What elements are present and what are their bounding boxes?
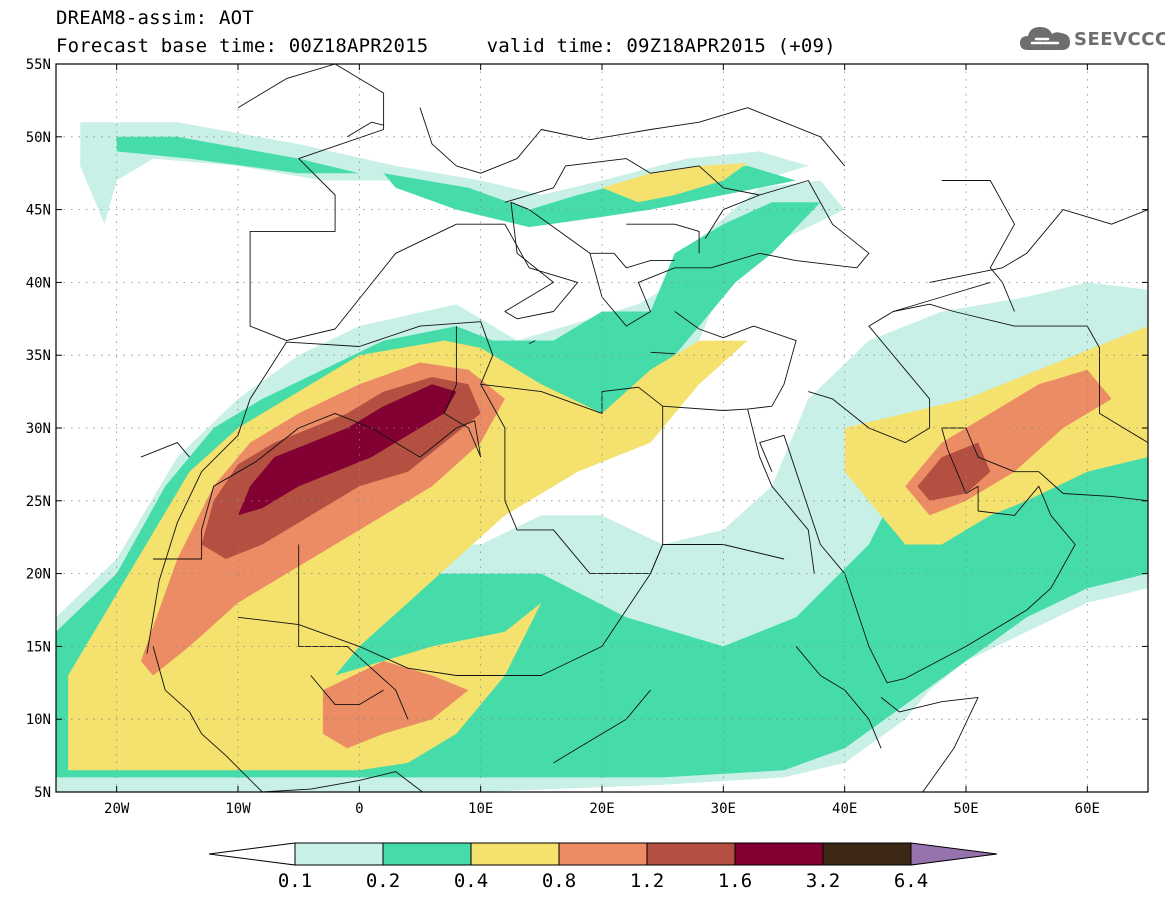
boundary-line bbox=[310, 675, 384, 706]
boundary-line bbox=[759, 427, 1148, 684]
logo-text: SEEVCCC bbox=[1074, 29, 1165, 50]
colorbar-label: 0.1 bbox=[278, 870, 312, 892]
base-time-label: Forecast base time: 00Z18APR2015 bbox=[56, 35, 429, 57]
aot-1.6-region bbox=[238, 384, 457, 516]
colorbar-bin bbox=[822, 842, 912, 866]
cloud-icon bbox=[1020, 27, 1070, 50]
boundary-line bbox=[419, 107, 846, 174]
boundary-line bbox=[795, 646, 882, 749]
map-frame bbox=[55, 63, 1149, 793]
boundary-line bbox=[553, 689, 651, 764]
colorbar-label: 6.4 bbox=[894, 870, 928, 892]
lon-label: 20W bbox=[104, 801, 130, 817]
boundary-line bbox=[153, 412, 482, 560]
lat-label: 55N bbox=[26, 57, 51, 73]
boundary-line bbox=[626, 223, 700, 254]
lat-label: 15N bbox=[26, 639, 51, 655]
lon-label: 40E bbox=[832, 801, 857, 817]
boundary-line bbox=[529, 340, 536, 345]
boundary-line bbox=[237, 544, 785, 676]
colorbar-bin bbox=[382, 842, 472, 866]
colorbar-bin bbox=[734, 842, 824, 866]
seevccc-logo: SEEVCCC bbox=[1018, 22, 1165, 56]
lat-label: 20N bbox=[26, 567, 51, 583]
colorbar-label: 0.2 bbox=[366, 870, 400, 892]
colorbar-under-arrow bbox=[208, 842, 296, 866]
map-title: DREAM8-assim: AOT bbox=[56, 7, 254, 29]
colorbar: 0.1 0.2 0.4 0.8 1.2 1.6 3.2 6.4 bbox=[208, 842, 998, 892]
aot-0.4-region bbox=[68, 340, 748, 749]
lon-label: 10W bbox=[225, 801, 251, 817]
lat-label: 45N bbox=[26, 203, 51, 219]
latitude-labels: 55N 50N 45N 40N 35N 30N 25N 20N 15N 10N 5N bbox=[26, 57, 51, 801]
forecast-time-line: Forecast base time: 00Z18APR2015 valid t… bbox=[56, 36, 836, 56]
boundary-line bbox=[249, 311, 797, 414]
boundary-line bbox=[152, 646, 424, 792]
boundary-line bbox=[893, 303, 1148, 443]
lat-label: 50N bbox=[26, 130, 51, 146]
boundary-line bbox=[650, 406, 664, 574]
boundary-line bbox=[929, 209, 1148, 283]
boundary-line bbox=[880, 696, 979, 792]
boundary-line bbox=[140, 442, 190, 458]
lon-label: 50E bbox=[953, 801, 978, 817]
lon-label: 10E bbox=[468, 801, 493, 817]
lon-label: 0 bbox=[355, 801, 363, 817]
colorbar-label: 0.8 bbox=[542, 870, 576, 892]
country-boundaries bbox=[140, 64, 1148, 792]
aot-1.2-region bbox=[917, 442, 991, 501]
boundary-line bbox=[298, 544, 409, 720]
boundary-line bbox=[650, 351, 675, 355]
boundary-line bbox=[504, 158, 760, 203]
boundary-line bbox=[346, 121, 384, 138]
longitude-labels: 20W 10W 0 10E 20E 30E 40E 50E 60E bbox=[104, 801, 1100, 817]
colorbar-label: 1.2 bbox=[630, 870, 664, 892]
colorbar-label: 3.2 bbox=[806, 870, 840, 892]
aot-0.4-region bbox=[68, 602, 542, 771]
aot-0.4-region bbox=[602, 163, 748, 203]
lat-label: 30N bbox=[26, 421, 51, 437]
boundary-line bbox=[589, 252, 675, 269]
boundary-line bbox=[941, 180, 1015, 312]
colorbar-bin bbox=[470, 842, 560, 866]
colorbar-bin bbox=[294, 842, 384, 866]
boundary-line bbox=[808, 281, 991, 444]
lon-label: 60E bbox=[1075, 801, 1100, 817]
boundary-line bbox=[146, 398, 251, 654]
boundary-line bbox=[747, 408, 815, 574]
lat-label: 35N bbox=[26, 348, 51, 364]
lat-label: 40N bbox=[26, 275, 51, 291]
colorbar-label: 1.6 bbox=[718, 870, 752, 892]
boundary-line bbox=[443, 326, 482, 458]
colorbar-bin bbox=[646, 842, 736, 866]
valid-time-label: valid time: 09Z18APR2015 (+09) bbox=[486, 35, 836, 57]
lat-label: 10N bbox=[26, 712, 51, 728]
lat-label: 5N bbox=[34, 785, 51, 801]
aot-0.8-region bbox=[322, 661, 469, 749]
colorbar-label: 0.4 bbox=[454, 870, 488, 892]
colorbar-bin bbox=[558, 842, 648, 866]
lon-label: 20E bbox=[589, 801, 614, 817]
lon-label: 30E bbox=[711, 801, 736, 817]
colorbar-over-arrow bbox=[910, 842, 998, 866]
boundary-line bbox=[237, 64, 870, 342]
lat-label: 25N bbox=[26, 494, 51, 510]
graticule bbox=[56, 63, 1148, 793]
